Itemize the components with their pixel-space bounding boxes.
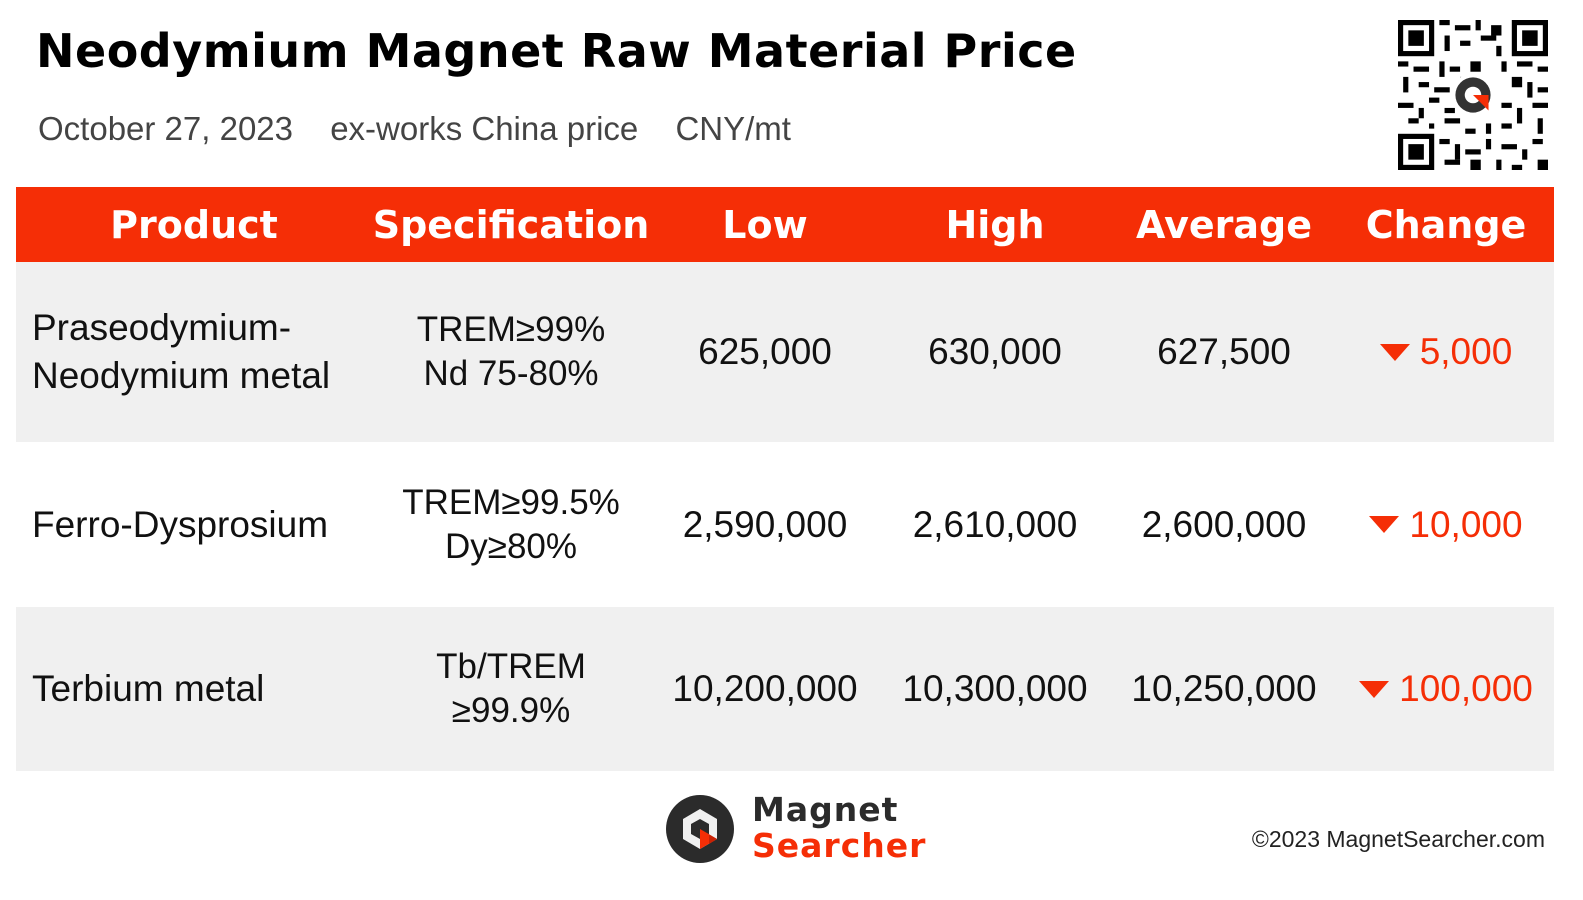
price-basis: ex-works China price [330, 110, 639, 147]
column-header-specification: Specification [372, 202, 650, 247]
specification: TREM≥99.5% Dy≥80% [372, 481, 650, 569]
qr-code-icon[interactable] [1398, 20, 1548, 170]
specification-line: Tb/TREM [436, 647, 586, 686]
low-price: 10,200,000 [672, 668, 858, 709]
price-change-value: 10,000 [1409, 503, 1523, 545]
high-price: 2,610,000 [912, 503, 1078, 545]
price-change: 5,000 [1338, 331, 1554, 373]
low-price: 2,590,000 [682, 503, 848, 545]
specification-line: Dy≥80% [444, 526, 578, 566]
table-row: Praseodymium- Neodymium metal TREM≥99% N… [16, 262, 1554, 442]
specification: TREM≥99% Nd 75-80% [372, 308, 650, 396]
price-change-value: 5,000 [1419, 331, 1513, 372]
price-date: October 27, 2023 [38, 110, 294, 147]
specification-line: ≥99.9% [451, 691, 571, 730]
average-price: 627,500 [1157, 331, 1291, 372]
table-row: Terbium metal Tb/TREM ≥99.9% 10,200,000 … [16, 607, 1554, 771]
column-header-low: Low [722, 202, 808, 247]
down-triangle-icon [1369, 516, 1400, 533]
product-name: Ferro-Dysprosium [16, 501, 372, 549]
down-triangle-icon [1359, 680, 1390, 698]
specification-line: Nd 75-80% [423, 354, 599, 393]
column-header-change: Change [1365, 202, 1527, 247]
average-price: 10,250,000 [1131, 668, 1317, 709]
price-change: 10,000 [1338, 504, 1554, 546]
brand-name-line2: Searcher [752, 826, 927, 865]
product-name: Terbium metal [16, 665, 372, 713]
column-header-average: Average [1136, 202, 1312, 247]
product-name-line: Ferro-Dysprosium [32, 503, 329, 545]
price-table: Product Specification Low High Average C… [16, 187, 1554, 771]
subtitle: October 27, 2023 ex-works China price CN… [38, 110, 819, 148]
specification-line: TREM≥99.5% [402, 482, 620, 522]
high-price: 10,300,000 [902, 668, 1088, 709]
column-header-high: High [945, 202, 1045, 247]
price-unit: CNY/mt [675, 110, 791, 147]
price-change-value: 100,000 [1399, 668, 1533, 709]
column-header-product: Product [110, 202, 278, 247]
down-triangle-icon [1379, 343, 1410, 361]
specification-line: TREM≥99% [416, 310, 606, 349]
copyright-text: ©2023 MagnetSearcher.com [1251, 826, 1545, 852]
table-header: Product Specification Low High Average C… [16, 187, 1554, 262]
average-price: 2,600,000 [1141, 503, 1307, 545]
specification: Tb/TREM ≥99.9% [372, 645, 650, 733]
page-title: Neodymium Magnet Raw Material Price [36, 24, 1077, 78]
brand-name-line1: Magnet [752, 790, 899, 829]
low-price: 625,000 [698, 331, 832, 372]
high-price: 630,000 [928, 331, 1062, 372]
magnet-searcher-logo-icon [666, 795, 734, 863]
product-name: Praseodymium- Neodymium metal [16, 304, 372, 400]
product-name-line: Terbium metal [32, 668, 265, 709]
price-change: 100,000 [1338, 668, 1554, 710]
product-name-line: Neodymium metal [32, 355, 331, 396]
brand-name: Magnet Searcher [752, 792, 926, 864]
table-row: Ferro-Dysprosium TREM≥99.5% Dy≥80% 2,590… [16, 442, 1554, 607]
product-name-line: Praseodymium- [32, 307, 292, 348]
